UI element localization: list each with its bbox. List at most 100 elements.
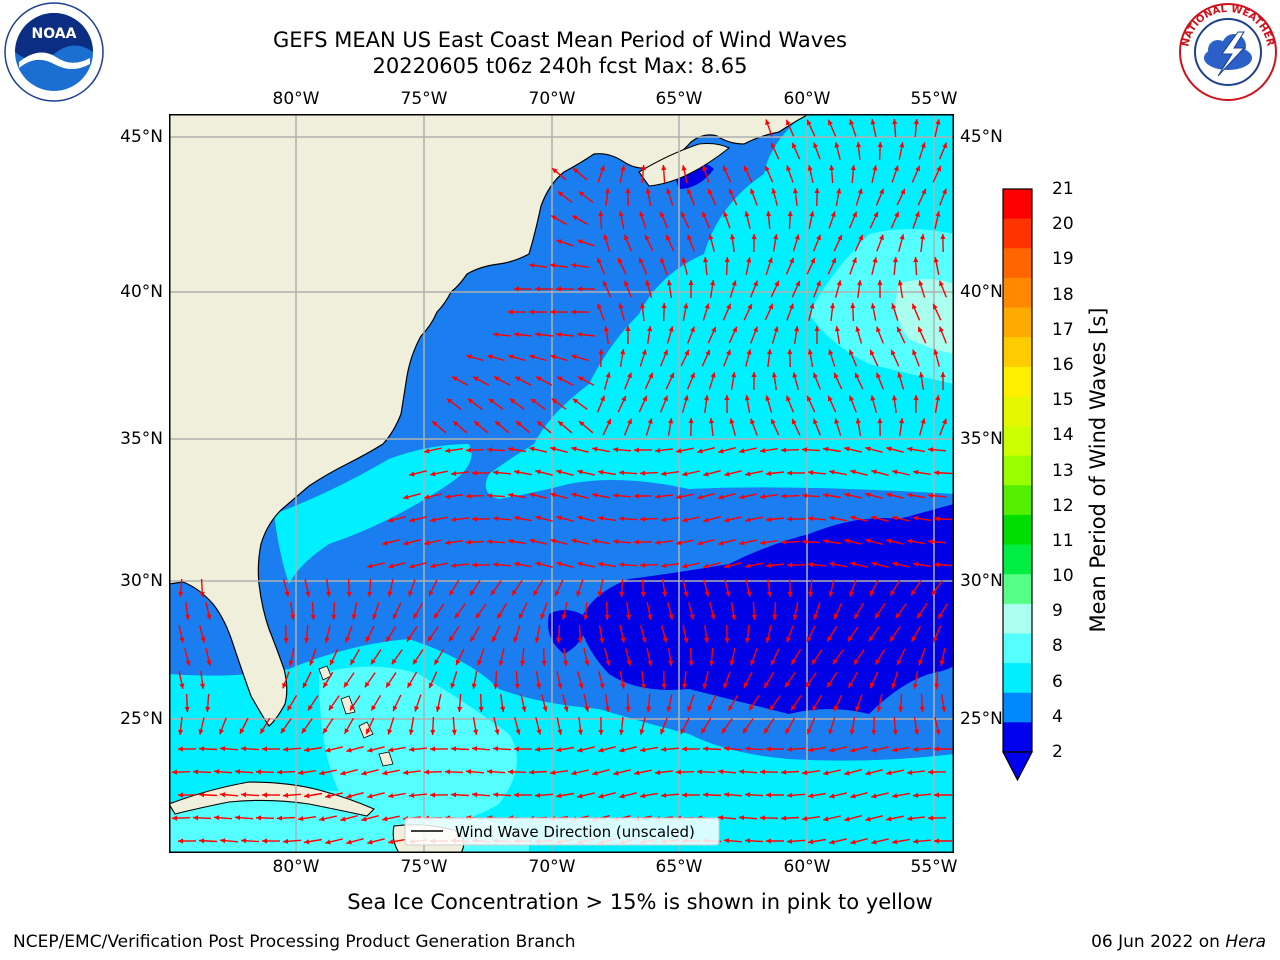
direction-arrow-head: [424, 494, 430, 500]
direction-arrow-head: [346, 839, 352, 845]
direction-arrow-head: [529, 538, 535, 544]
direction-arrow-head: [529, 309, 534, 315]
direction-arrow-head: [939, 326, 944, 333]
direction-arrow-head: [618, 303, 624, 309]
direction-arrow-head: [704, 591, 710, 597]
colorbar-tick-label: 8: [1052, 636, 1063, 657]
direction-arrow-head: [833, 705, 839, 712]
direction-arrow-head: [640, 303, 646, 309]
direction-arrow-head: [787, 470, 792, 476]
direction-arrow-head: [577, 469, 583, 475]
direction-arrow-head: [689, 614, 695, 620]
direction-arrow-head: [298, 816, 304, 822]
lat-label-left: 40°N: [120, 282, 163, 302]
direction-arrow-head: [828, 395, 833, 402]
direction-arrow-head: [430, 471, 436, 477]
direction-arrow-head: [331, 614, 337, 620]
direction-arrow-head: [833, 613, 839, 620]
colorbar-tick-label: 11: [1052, 530, 1074, 551]
direction-arrow-head: [770, 659, 776, 666]
direction-arrow-head: [661, 471, 667, 477]
direction-arrow-head: [829, 469, 835, 475]
colorbar-tick-label: 17: [1052, 319, 1074, 340]
direction-arrow-head: [808, 516, 814, 522]
direction-arrow-head: [577, 239, 583, 245]
direction-arrow-head: [597, 257, 602, 264]
direction-arrow-head: [551, 215, 557, 221]
direction-arrow-head: [184, 706, 190, 712]
direction-arrow-head: [766, 211, 772, 217]
direction-arrow-head: [899, 234, 905, 240]
direction-arrow-head: [409, 792, 415, 798]
direction-arrow-head: [558, 421, 564, 427]
direction-arrow-head: [729, 234, 736, 240]
direction-arrow-head: [919, 706, 925, 712]
direction-arrow-head: [786, 119, 791, 126]
direction-arrow-head: [493, 792, 499, 798]
direction-arrow-head: [619, 793, 625, 799]
direction-arrow-head: [710, 280, 716, 286]
direction-arrow-head: [703, 471, 709, 477]
direction-arrow-head: [933, 636, 938, 643]
direction-arrow-head: [690, 326, 695, 333]
colorbar-tick-label: 4: [1052, 706, 1063, 727]
direction-arrow-head: [514, 792, 519, 798]
lat-label-left: 25°N: [120, 709, 163, 729]
direction-arrow-head: [787, 838, 793, 844]
direction-arrow-head: [897, 326, 902, 333]
direction-arrow-head: [520, 660, 526, 666]
direction-arrow-head: [934, 838, 939, 844]
direction-arrow-head: [879, 234, 884, 241]
direction-arrow-head: [561, 614, 567, 620]
direction-arrow-head: [941, 706, 947, 712]
direction-arrow-head: [409, 471, 415, 477]
direction-arrow-head: [429, 682, 434, 689]
direction-arrow-head: [836, 188, 842, 194]
direction-arrow-head: [446, 398, 453, 404]
direction-arrow-head: [304, 839, 310, 845]
direction-arrow-head: [793, 188, 799, 194]
colorbar-segment: [1003, 396, 1032, 427]
direction-arrow-head: [681, 165, 687, 171]
direction-arrow-head: [403, 769, 409, 776]
direction-arrow-head: [728, 705, 734, 711]
direction-arrow-head: [556, 561, 562, 567]
direction-arrow-head: [682, 792, 687, 798]
direction-arrow-head: [816, 280, 821, 287]
direction-arrow-head: [451, 516, 457, 522]
direction-arrow-head: [745, 838, 751, 844]
direction-arrow-head: [814, 326, 820, 331]
direction-arrow-head: [898, 418, 905, 424]
direction-arrow-head: [721, 727, 727, 734]
direction-arrow-head: [766, 349, 773, 355]
direction-arrow-head: [434, 659, 440, 665]
footer-date: 06 Jun 2022 on Hera: [1091, 932, 1266, 952]
lat-label-right: 25°N: [960, 709, 1003, 729]
colorbar-segment: [1003, 366, 1032, 397]
legend-label: Wind Wave Direction (unscaled): [455, 823, 695, 841]
direction-arrow-head: [745, 471, 751, 477]
direction-arrow-head: [812, 658, 817, 665]
direction-arrow-head: [308, 704, 313, 711]
direction-arrow-head: [552, 168, 558, 174]
direction-arrow-head: [892, 119, 898, 125]
direction-arrow-head: [871, 515, 877, 521]
direction-arrow-head: [466, 493, 472, 499]
direction-arrow-head: [514, 561, 520, 567]
direction-arrow-head: [514, 515, 520, 521]
direction-arrow-head: [557, 191, 564, 197]
direction-arrow-head: [792, 418, 797, 425]
direction-arrow-head: [729, 660, 735, 666]
direction-arrow-head: [530, 398, 537, 404]
direction-arrow-head: [928, 815, 934, 821]
direction-arrow-head: [453, 421, 459, 427]
direction-arrow-head: [807, 165, 813, 171]
direction-arrow-head: [739, 769, 745, 775]
direction-arrow-head: [597, 591, 603, 597]
direction-arrow-head: [613, 447, 619, 453]
direction-arrow-head: [477, 659, 483, 666]
direction-arrow-head: [407, 682, 413, 688]
direction-arrow-head: [934, 683, 940, 689]
direction-arrow-head: [414, 705, 420, 712]
direction-arrow-head: [849, 590, 855, 597]
